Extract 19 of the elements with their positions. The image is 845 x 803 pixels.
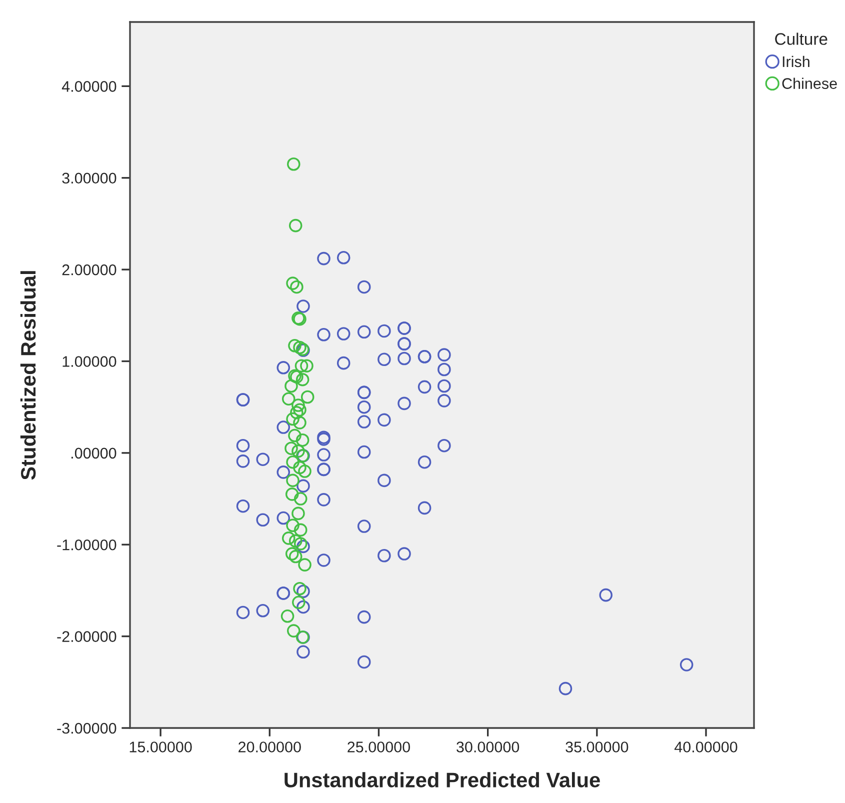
legend-label: Irish xyxy=(782,56,810,68)
y-tick-label: -2.00000 xyxy=(57,631,116,642)
y-tick-label: -3.00000 xyxy=(57,722,116,734)
y-axis-title: Studentized Residual xyxy=(20,271,36,480)
x-tick-label: 35.00000 xyxy=(566,742,628,752)
y-tick-label: .00000 xyxy=(71,448,116,459)
x-tick-label: 25.00000 xyxy=(348,742,410,752)
x-tick-label: 20.00000 xyxy=(238,742,301,752)
x-tick-label: 40.00000 xyxy=(674,742,738,752)
y-tick-label: 4.00000 xyxy=(62,81,116,92)
y-tick-label: 1.00000 xyxy=(62,356,116,367)
x-tick-label: 15.00000 xyxy=(130,742,192,752)
x-tick-label: 30.00000 xyxy=(456,742,520,752)
y-tick-label: -1.00000 xyxy=(57,539,116,550)
legend-title: Culture xyxy=(775,32,828,45)
legend-label: Chinese xyxy=(782,78,837,89)
y-tick-label: 3.00000 xyxy=(62,172,116,184)
x-axis-title: Unstandardized Predicted Value xyxy=(284,772,600,788)
y-tick-label: 2.00000 xyxy=(62,264,116,276)
